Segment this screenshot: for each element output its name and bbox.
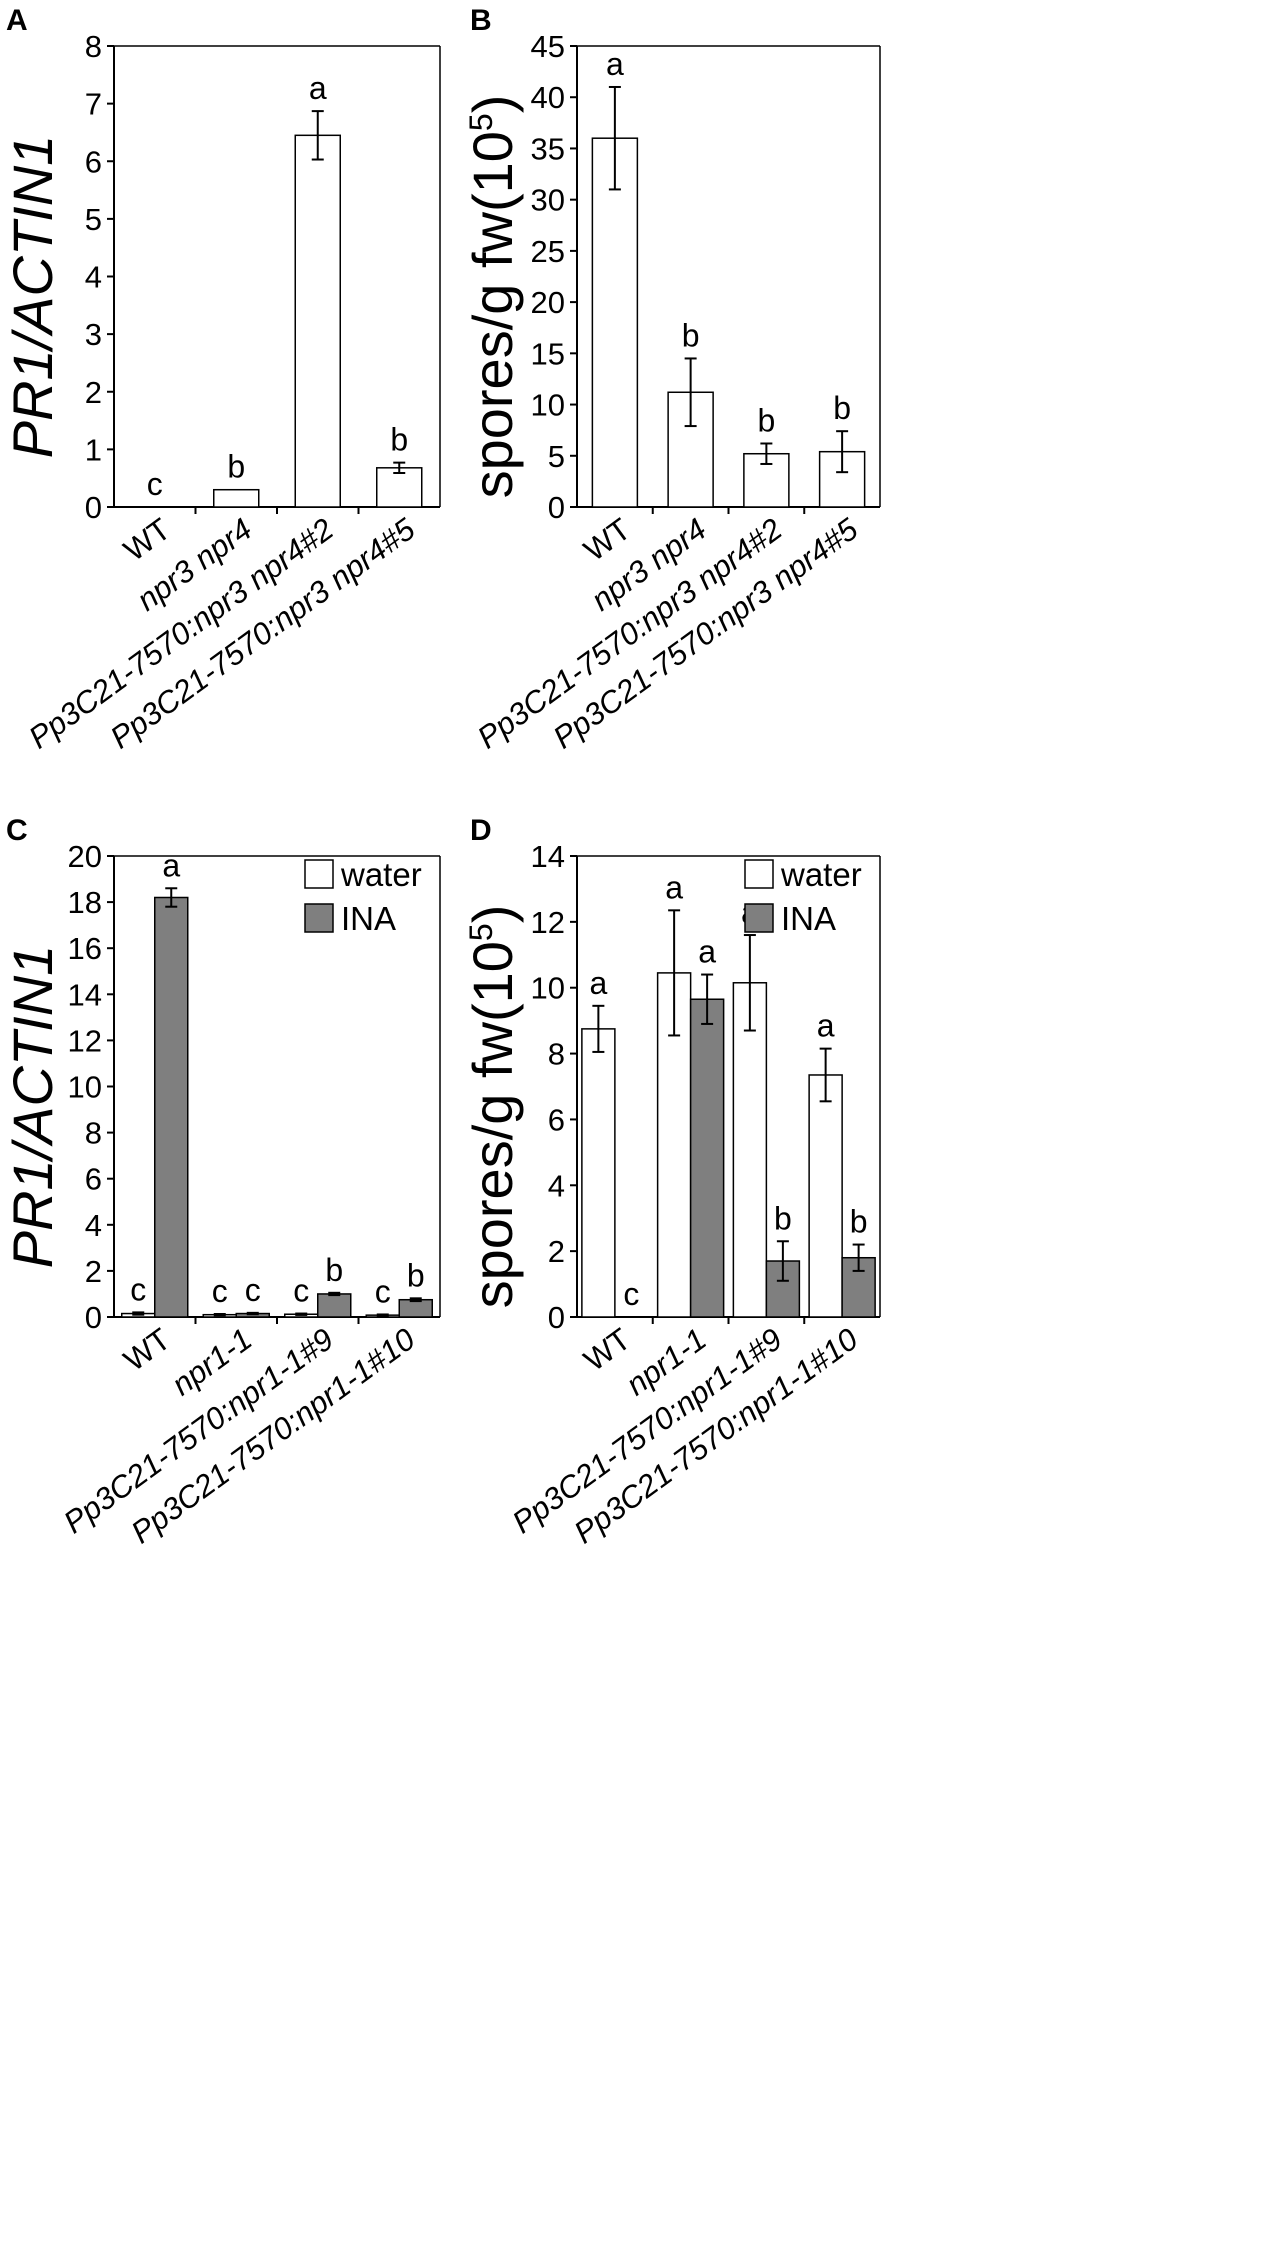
legend-swatch-water	[304, 859, 334, 889]
y-tick-label: 6	[85, 144, 102, 179]
significance-letter: a	[665, 869, 683, 905]
y-tick-label: 35	[531, 131, 565, 166]
y-axis-label: spores/g fw(105)	[461, 905, 524, 1309]
significance-letter: c	[623, 1276, 639, 1312]
category-label: Pp3C21-7570:npr3 npr4#2	[471, 511, 789, 755]
y-tick-label: 10	[531, 388, 565, 423]
significance-letter: b	[833, 390, 851, 426]
y-tick-label: 0	[85, 1300, 102, 1335]
significance-letter: b	[227, 449, 245, 485]
significance-letter: a	[309, 70, 327, 106]
bar-INA	[317, 1293, 352, 1318]
legend-swatch-ina	[304, 903, 334, 933]
bar-INA	[765, 1260, 801, 1318]
y-tick-label: 2	[85, 375, 102, 410]
y-tick-label: 30	[531, 183, 565, 218]
y-tick-label: 8	[85, 1116, 102, 1151]
y-tick-label: 14	[531, 839, 565, 874]
y-tick-label: 14	[68, 977, 102, 1012]
significance-letter: b	[850, 1204, 868, 1240]
legend-label-ina: INA	[781, 900, 836, 937]
bar-water	[581, 1028, 616, 1318]
significance-letter: b	[682, 317, 700, 353]
y-tick-label: 12	[531, 905, 565, 940]
y-tick-label: 2	[548, 1234, 565, 1269]
y-axis-label: PR1/ACTIN1	[1, 135, 64, 459]
significance-letter: b	[390, 422, 408, 458]
significance-letter: a	[606, 46, 624, 82]
y-tick-label: 10	[531, 971, 565, 1006]
significance-letter: a	[817, 1008, 835, 1044]
y-tick-label: 16	[68, 931, 102, 966]
y-tick-label: 45	[531, 29, 565, 64]
category-label: WT	[117, 1321, 177, 1378]
y-tick-label: 6	[85, 1162, 102, 1197]
significance-letter: a	[589, 965, 607, 1001]
significance-letter: b	[757, 402, 775, 438]
significance-letter: c	[245, 1272, 261, 1308]
bar-value	[294, 134, 341, 508]
significance-letter: c	[147, 466, 163, 502]
y-tick-label: 18	[68, 885, 102, 920]
bar-INA	[398, 1298, 433, 1318]
panel-letter: C	[6, 814, 28, 847]
y-tick-label: 4	[85, 1208, 102, 1243]
significance-letter: a	[698, 934, 716, 970]
bar-INA	[689, 998, 725, 1318]
significance-letter: c	[212, 1273, 228, 1309]
bar-INA	[154, 896, 189, 1318]
y-tick-label: 10	[68, 1070, 102, 1105]
y-tick-label: 1	[85, 432, 102, 467]
significance-letter: a	[162, 847, 180, 883]
y-tick-label: 12	[68, 1023, 102, 1058]
legend-label-ina: INA	[341, 900, 396, 937]
y-tick-label: 25	[531, 234, 565, 269]
y-tick-label: 2	[85, 1254, 102, 1289]
panel-letter: A	[6, 4, 28, 37]
y-tick-label: 8	[85, 29, 102, 64]
y-tick-label: 5	[548, 439, 565, 474]
y-tick-label: 8	[548, 1037, 565, 1072]
legend-swatch-water	[744, 859, 774, 889]
y-tick-label: 20	[68, 839, 102, 874]
bar-water	[732, 982, 768, 1318]
y-axis-label: PR1/ACTIN1	[1, 945, 64, 1269]
y-tick-label: 4	[548, 1168, 565, 1203]
y-tick-label: 4	[85, 260, 102, 295]
y-tick-label: 0	[548, 490, 565, 525]
bar-value	[591, 137, 639, 508]
legend-label-water: water	[340, 856, 422, 893]
significance-letter: b	[774, 1200, 792, 1236]
significance-letter: b	[325, 1252, 343, 1288]
bar-value	[213, 488, 260, 508]
y-tick-label: 20	[531, 285, 565, 320]
y-tick-label: 0	[85, 490, 102, 525]
significance-letter: c	[375, 1273, 391, 1309]
significance-letter: b	[407, 1257, 425, 1293]
significance-letter: c	[293, 1273, 309, 1309]
y-tick-label: 7	[85, 87, 102, 122]
bar-water	[808, 1074, 843, 1318]
y-tick-label: 5	[85, 202, 102, 237]
y-axis-label: spores/g fw(105)	[461, 95, 524, 499]
y-tick-label: 0	[548, 1300, 565, 1335]
y-tick-label: 6	[548, 1102, 565, 1137]
panel-letter: D	[470, 814, 492, 847]
y-tick-label: 3	[85, 317, 102, 352]
legend-label-water: water	[780, 856, 862, 893]
legend-swatch-ina	[744, 903, 774, 933]
panel-letter: B	[470, 4, 492, 37]
y-tick-label: 15	[531, 336, 565, 371]
significance-letter: c	[130, 1271, 146, 1307]
category-label: WT	[117, 511, 177, 568]
y-tick-label: 40	[531, 80, 565, 115]
